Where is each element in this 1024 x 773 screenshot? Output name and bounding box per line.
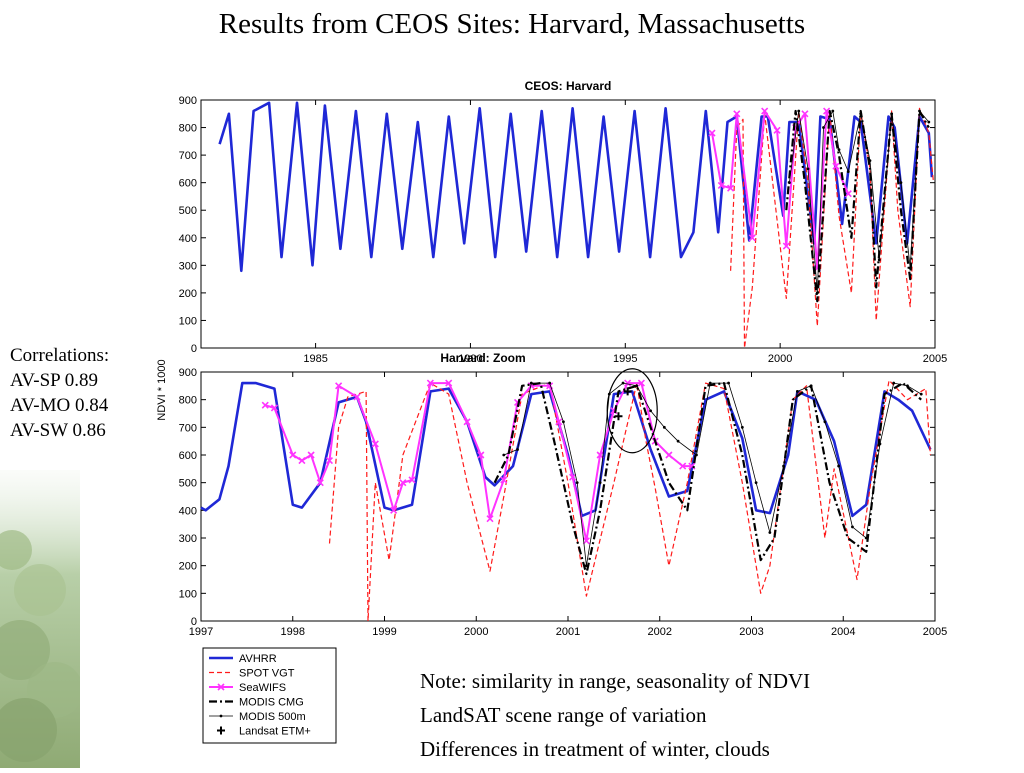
y-tick-label: 300	[179, 533, 197, 545]
data-point-modis_500m	[741, 426, 744, 429]
x-tick-label: 2001	[556, 626, 580, 638]
data-point-modis_500m	[502, 454, 505, 457]
legend-label: Landsat ETM+	[239, 726, 311, 738]
data-point-modis_500m	[816, 291, 819, 294]
data-point-modis_500m	[878, 258, 881, 261]
legend-label: MODIS 500m	[239, 711, 306, 723]
y-tick-label: 600	[179, 450, 197, 462]
legend-label: SPOT VGT	[239, 668, 295, 680]
y-tick-label: 500	[179, 478, 197, 490]
legend-label: SeaWIFS	[239, 682, 286, 694]
data-point-modis_500m	[635, 384, 638, 387]
data-point-modis_500m	[859, 112, 862, 115]
y-tick-label: 400	[179, 233, 197, 245]
data-point-modis_500m	[782, 465, 785, 468]
x-tick-label: 2005	[923, 353, 947, 365]
data-point-modis_500m	[927, 121, 930, 124]
chart-title: CEOS: Harvard	[525, 79, 612, 93]
data-point-modis_500m	[663, 426, 666, 429]
x-tick-label: 2003	[739, 626, 763, 638]
data-point-modis_500m	[900, 181, 903, 184]
data-point-modis_500m	[824, 420, 827, 423]
data-point-modis_500m	[585, 564, 588, 567]
y-tick-label: 300	[179, 260, 197, 272]
data-point-modis_500m	[788, 181, 791, 184]
y-axis-label: NDVI * 1000	[156, 359, 168, 420]
legend-label: MODIS CMG	[239, 697, 304, 709]
y-tick-label: 800	[179, 395, 197, 407]
x-tick-label: 1998	[281, 626, 305, 638]
data-point-modis_500m	[879, 443, 882, 446]
legend: AVHRR SPOT VGT SeaWIFS MODIS CMG MODIS 500m L…	[203, 648, 336, 743]
data-point-modis_500m	[677, 440, 680, 443]
x-tick-label: 2002	[648, 626, 672, 638]
data-point-modis_500m	[797, 110, 800, 113]
data-point-modis_500m	[838, 148, 841, 151]
data-point-modis_500m	[890, 112, 893, 115]
y-tick-label: 500	[179, 205, 197, 217]
x-tick-label: 1999	[372, 626, 396, 638]
y-tick-label: 200	[179, 288, 197, 300]
chart-title: Harvard: Zoom	[440, 351, 525, 365]
data-point-modis_500m	[768, 531, 771, 534]
data-point-modis_500m	[562, 420, 565, 423]
data-point-modis_500m	[807, 167, 810, 170]
y-tick-label: 0	[191, 343, 197, 355]
data-point-modis_500m	[548, 382, 551, 385]
x-tick-label: 2005	[923, 626, 947, 638]
data-point-modis_500m	[709, 382, 712, 385]
data-point-modis_500m	[865, 537, 868, 540]
data-point-modis_500m	[796, 390, 799, 393]
data-point-modis_500m	[576, 481, 579, 484]
y-tick-label: 800	[179, 123, 197, 135]
x-tick-label: 2000	[768, 353, 792, 365]
data-point-modis_500m	[622, 382, 625, 385]
x-tick-label: 2004	[831, 626, 855, 638]
data-point-modis_500m	[892, 382, 895, 385]
y-tick-label: 100	[179, 588, 197, 600]
y-tick-label: 700	[179, 150, 197, 162]
y-tick-label: 100	[179, 315, 197, 327]
data-point-modis_500m	[837, 465, 840, 468]
data-point-modis_500m	[695, 454, 698, 457]
y-tick-label: 900	[179, 95, 197, 107]
data-point-modis_500m	[831, 110, 834, 113]
data-point-modis_500m	[810, 384, 813, 387]
data-point-modis_500m	[822, 126, 825, 129]
data-point-modis_500m	[920, 393, 923, 396]
y-tick-label: 700	[179, 422, 197, 434]
data-point-modis_500m	[649, 409, 652, 412]
y-tick-label: 600	[179, 178, 197, 190]
data-point-modis_500m	[906, 384, 909, 387]
data-point-modis_500m	[851, 526, 854, 529]
x-tick-label: 1985	[303, 353, 327, 365]
data-point-modis_500m	[599, 481, 602, 484]
y-tick-label: 400	[179, 505, 197, 517]
data-point-modis_500m	[530, 382, 533, 385]
legend-label: AVHRR	[239, 653, 277, 665]
data-point-modis_500m	[918, 110, 921, 113]
x-tick-label: 2000	[464, 626, 488, 638]
data-point-modis_500m	[516, 448, 519, 451]
data-point-modis_500m	[755, 481, 758, 484]
y-tick-label: 200	[179, 561, 197, 573]
y-tick-label: 900	[179, 367, 197, 379]
data-point-modis_500m	[847, 170, 850, 173]
data-point-modis_500m	[869, 159, 872, 162]
data-point-modis_500m	[727, 382, 730, 385]
legend-marker-modis_500m	[220, 715, 223, 718]
x-tick-label: 1995	[613, 353, 637, 365]
x-tick-label: 1997	[189, 626, 213, 638]
data-point-modis_500m	[909, 267, 912, 270]
